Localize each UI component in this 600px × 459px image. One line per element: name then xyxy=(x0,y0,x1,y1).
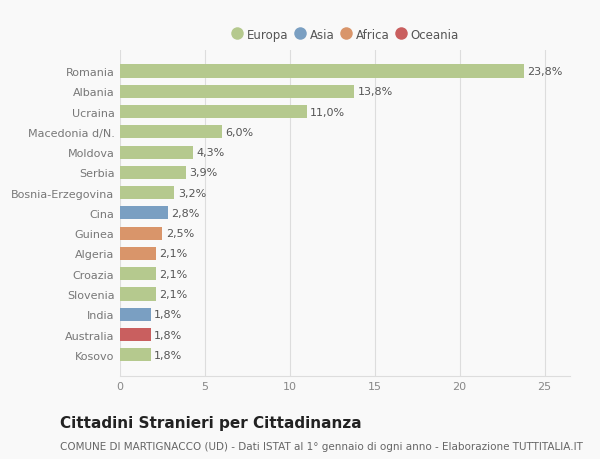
Bar xyxy=(120,328,151,341)
Text: 1,8%: 1,8% xyxy=(154,330,182,340)
Text: 1,8%: 1,8% xyxy=(154,350,182,360)
Text: 13,8%: 13,8% xyxy=(358,87,393,97)
Bar xyxy=(120,288,155,301)
Bar xyxy=(120,207,167,220)
Bar xyxy=(120,247,155,260)
Bar xyxy=(120,146,193,159)
Text: Cittadini Stranieri per Cittadinanza: Cittadini Stranieri per Cittadinanza xyxy=(60,415,362,431)
Bar xyxy=(120,268,155,280)
Bar xyxy=(120,308,151,321)
Bar xyxy=(120,106,307,119)
Text: 3,9%: 3,9% xyxy=(190,168,218,178)
Text: 2,5%: 2,5% xyxy=(166,229,194,239)
Text: 11,0%: 11,0% xyxy=(310,107,346,118)
Bar xyxy=(120,227,163,240)
Bar xyxy=(120,85,355,99)
Text: COMUNE DI MARTIGNACCO (UD) - Dati ISTAT al 1° gennaio di ogni anno - Elaborazion: COMUNE DI MARTIGNACCO (UD) - Dati ISTAT … xyxy=(60,441,583,451)
Bar xyxy=(120,167,186,179)
Bar xyxy=(120,126,222,139)
Text: 3,2%: 3,2% xyxy=(178,188,206,198)
Text: 2,1%: 2,1% xyxy=(159,289,187,299)
Text: 2,8%: 2,8% xyxy=(171,208,199,218)
Bar xyxy=(120,65,524,78)
Legend: Europa, Asia, Africa, Oceania: Europa, Asia, Africa, Oceania xyxy=(227,24,463,46)
Text: 2,1%: 2,1% xyxy=(159,269,187,279)
Bar xyxy=(120,348,151,362)
Bar xyxy=(120,187,175,200)
Text: 4,3%: 4,3% xyxy=(196,148,224,158)
Text: 6,0%: 6,0% xyxy=(225,128,253,138)
Text: 23,8%: 23,8% xyxy=(527,67,563,77)
Text: 1,8%: 1,8% xyxy=(154,309,182,319)
Text: 2,1%: 2,1% xyxy=(159,249,187,259)
